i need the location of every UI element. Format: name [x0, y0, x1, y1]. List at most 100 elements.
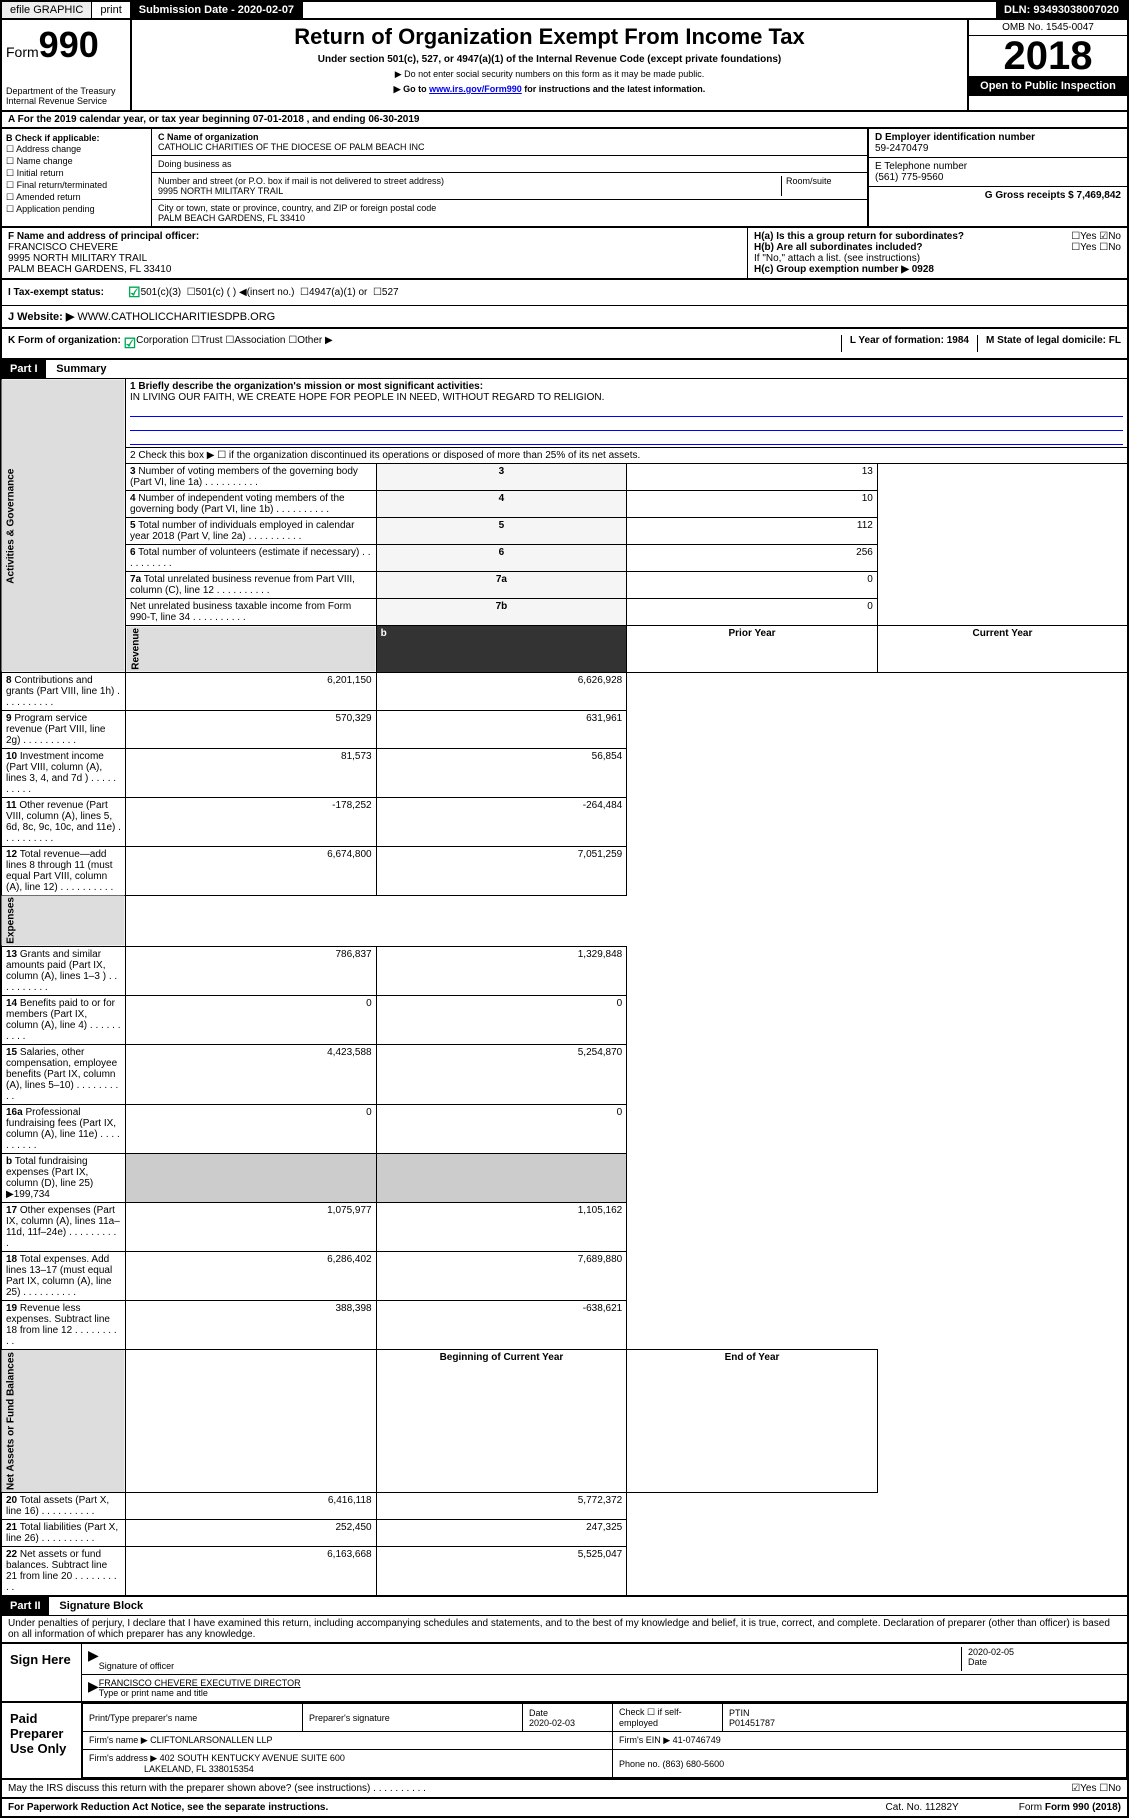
box-f: F Name and address of principal officer:…: [2, 228, 747, 278]
part1-title: Summary: [48, 360, 114, 378]
mission-text: IN LIVING OUR FAITH, WE CREATE HOPE FOR …: [130, 392, 1123, 403]
sign-here-label: Sign Here: [2, 1644, 82, 1701]
current-year-header: Current Year: [877, 626, 1128, 673]
firm-addr: 402 SOUTH KENTUCKY AVENUE SUITE 600: [160, 1753, 345, 1763]
print-name-label: Type or print name and title: [99, 1688, 208, 1698]
firm-ein: 41-0746749: [673, 1735, 721, 1745]
website-label: J Website: ▶: [8, 311, 74, 323]
dln-label: DLN: 93493038007020: [996, 2, 1127, 18]
paperwork-row: For Paperwork Reduction Act Notice, see …: [0, 1799, 1129, 1818]
summary-table: Activities & Governance 1 Briefly descri…: [0, 378, 1129, 1597]
cat-number: Cat. No. 11282Y: [886, 1802, 959, 1813]
ein-label: D Employer identification number: [875, 132, 1121, 143]
firm-name: CLIFTONLARSONALLEN LLP: [150, 1735, 272, 1745]
line-2: 2 Check this box ▶ ☐ if the organization…: [126, 448, 1128, 464]
form-title-box: Return of Organization Exempt From Incom…: [132, 20, 967, 110]
dba-label: Doing business as: [158, 159, 861, 169]
officer-label: F Name and address of principal officer:: [8, 231, 741, 242]
sign-date-label: Date: [968, 1657, 987, 1667]
prep-date: 2020-02-03: [529, 1718, 575, 1728]
org-name-label: C Name of organization: [158, 132, 861, 142]
form-header: Form990 Department of the Treasury Inter…: [0, 20, 1129, 112]
note-line-2: ▶ Go to www.irs.gov/Form990 for instruct…: [136, 84, 963, 95]
paperwork-notice: For Paperwork Reduction Act Notice, see …: [8, 1802, 328, 1813]
beg-year-header: Beginning of Current Year: [376, 1350, 627, 1493]
chk-amended[interactable]: ☐ Amended return: [6, 192, 147, 203]
website-value: WWW.CATHOLICCHARITIESDPB.ORG: [77, 311, 275, 323]
declaration-text: Under penalties of perjury, I declare th…: [0, 1615, 1129, 1644]
part1-header: Part I: [2, 360, 46, 378]
box-h: H(a) Is this a group return for subordin…: [747, 228, 1127, 278]
officer-addr1: 9995 NORTH MILITARY TRAIL: [8, 253, 741, 264]
form-label: Form: [6, 44, 39, 60]
print-button[interactable]: print: [92, 2, 130, 18]
net-section-label: Net Assets or Fund Balances: [1, 1350, 126, 1493]
chk-name[interactable]: ☐ Name change: [6, 156, 147, 167]
form-org-label: K Form of organization:: [8, 335, 121, 352]
rev-section-label: Revenue: [126, 626, 377, 673]
open-public-label: Open to Public Inspection: [969, 76, 1127, 96]
addr-label: Number and street (or P.O. box if mail i…: [158, 176, 781, 186]
form-number: 990: [39, 24, 99, 65]
chk-pending[interactable]: ☐ Application pending: [6, 204, 147, 215]
prep-sig-label: Preparer's signature: [303, 1704, 523, 1732]
hc-label: H(c) Group exemption number ▶ 0928: [754, 264, 1121, 275]
chk-final[interactable]: ☐ Final return/terminated: [6, 180, 147, 191]
submission-date: Submission Date - 2020-02-07: [131, 2, 303, 18]
hb-label: H(b) Are all subordinates included?: [754, 242, 1071, 253]
gross-receipts: G Gross receipts $ 7,469,842: [985, 190, 1121, 201]
discuss-answer: ☑Yes ☐No: [1071, 1783, 1121, 1794]
part2-title: Signature Block: [51, 1597, 151, 1615]
box-c: C Name of organization CATHOLIC CHARITIE…: [152, 129, 867, 226]
officer-print-name: FRANCISCO CHEVERE EXECUTIVE DIRECTOR: [99, 1678, 1121, 1688]
year-box: OMB No. 1545-0047 2018 Open to Public In…: [967, 20, 1127, 110]
topbar: efile GRAPHIC print Submission Date - 20…: [0, 0, 1129, 20]
ha-label: H(a) Is this a group return for subordin…: [754, 231, 1071, 242]
chk-address[interactable]: ☐ Address change: [6, 144, 147, 155]
firm-phone: Phone no. (863) 680-5600: [613, 1750, 1127, 1778]
discuss-question: May the IRS discuss this return with the…: [8, 1783, 1071, 1794]
part2-header: Part II: [2, 1597, 49, 1615]
row-j: J Website: ▶ WWW.CATHOLICCHARITIESDPB.OR…: [0, 306, 1129, 329]
irs-link[interactable]: www.irs.gov/Form990: [429, 84, 522, 94]
year-formation: L Year of formation: 1984: [841, 335, 969, 352]
note-line-1: ▶ Do not enter social security numbers o…: [136, 69, 963, 80]
dept-label: Department of the Treasury Internal Reve…: [6, 86, 126, 106]
ein-value: 59-2470479: [875, 143, 1121, 154]
chk-initial[interactable]: ☐ Initial return: [6, 168, 147, 179]
firm-addr2: LAKELAND, FL 338015354: [144, 1764, 254, 1774]
officer-name: FRANCISCO CHEVERE: [8, 242, 741, 253]
officer-addr2: PALM BEACH GARDENS, FL 33410: [8, 264, 741, 275]
row-a: A For the 2019 calendar year, or tax yea…: [0, 112, 1129, 129]
row-k: K Form of organization: ☑ Corporation ☐ …: [0, 329, 1129, 360]
section-bcde: B Check if applicable: ☐ Address change …: [0, 129, 1129, 228]
prep-name-label: Print/Type preparer's name: [83, 1704, 303, 1732]
sign-date: 2020-02-05: [968, 1647, 1121, 1657]
form-title: Return of Organization Exempt From Incom…: [136, 24, 963, 50]
ha-answer: ☐Yes ☑No: [1071, 231, 1121, 242]
hb-answer: ☐Yes ☐No: [1071, 242, 1121, 253]
org-city: PALM BEACH GARDENS, FL 33410: [158, 213, 861, 223]
org-name: CATHOLIC CHARITIES OF THE DIOCESE OF PAL…: [158, 142, 861, 152]
row-i: I Tax-exempt status: ☑ 501(c)(3) ☐ 501(c…: [0, 280, 1129, 306]
state-domicile: M State of legal domicile: FL: [977, 335, 1121, 352]
paid-prep-label: Paid Preparer Use Only: [2, 1703, 82, 1778]
tax-status-label: I Tax-exempt status:: [8, 287, 128, 298]
box-de: D Employer identification number 59-2470…: [867, 129, 1127, 226]
box-b-label: B Check if applicable:: [6, 133, 100, 143]
discuss-row: May the IRS discuss this return with the…: [0, 1780, 1129, 1799]
box-b: B Check if applicable: ☐ Address change …: [2, 129, 152, 226]
room-label: Room/suite: [781, 176, 861, 196]
sig-officer-label: Signature of officer: [99, 1661, 174, 1671]
preparer-section: Paid Preparer Use Only Print/Type prepar…: [0, 1703, 1129, 1780]
prior-year-header: Prior Year: [627, 626, 878, 673]
form-footer: Form Form 990 (2018): [1019, 1802, 1121, 1813]
org-address: 9995 NORTH MILITARY TRAIL: [158, 186, 781, 196]
tax-year: 2018: [969, 36, 1127, 76]
efile-label: efile GRAPHIC: [2, 2, 92, 18]
hb-note: If "No," attach a list. (see instruction…: [754, 253, 1121, 264]
form-id-box: Form990 Department of the Treasury Inter…: [2, 20, 132, 110]
exp-section-label: Expenses: [1, 895, 126, 947]
ptin-value: P01451787: [729, 1718, 775, 1728]
phone-label: E Telephone number: [875, 161, 1121, 172]
